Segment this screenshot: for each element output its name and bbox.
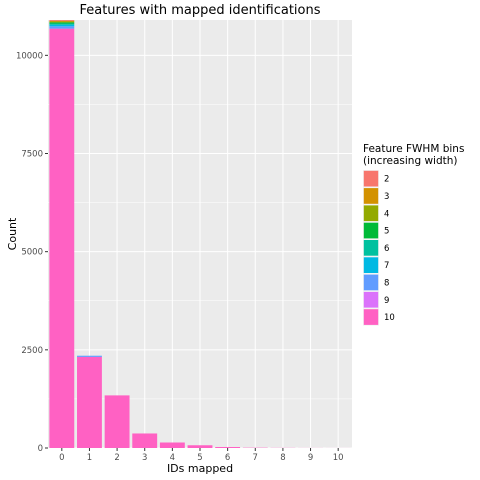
bar-0-fwhm-10 bbox=[49, 28, 75, 449]
legend-swatch-10 bbox=[363, 309, 379, 325]
legend-title: (increasing width) bbox=[363, 155, 458, 167]
x-tick-label: 6 bbox=[225, 453, 230, 463]
x-tick-label: 1 bbox=[87, 453, 92, 463]
y-tick-label: 10000 bbox=[16, 51, 43, 61]
legend: Feature FWHM bins(increasing width) 2 3 4 5 6… bbox=[363, 143, 464, 326]
bar-0-fwhm-4 bbox=[49, 21, 75, 23]
x-axis: 0 1 2 3 4 5 6 7 8 9 10 bbox=[59, 448, 344, 463]
bar-1-fwhm-8 bbox=[77, 355, 102, 357]
legend-label-8: 8 bbox=[384, 278, 389, 288]
x-tick-label: 0 bbox=[59, 453, 64, 463]
bar-0-fwhm-6 bbox=[49, 23, 75, 25]
legend-swatch-2 bbox=[363, 170, 379, 187]
legend-label-5: 5 bbox=[384, 227, 389, 237]
legend-title: Feature FWHM bins bbox=[363, 143, 464, 155]
legend-swatch-5 bbox=[363, 222, 379, 239]
legend-label-4: 4 bbox=[384, 209, 389, 219]
x-tick-label: 3 bbox=[142, 453, 147, 463]
legend-label-10: 10 bbox=[384, 313, 395, 323]
x-tick-label: 10 bbox=[333, 453, 344, 463]
legend-swatch-4 bbox=[363, 205, 379, 222]
bar-3-fwhm-10 bbox=[132, 433, 158, 448]
bar-0-fwhm-8 bbox=[49, 26, 75, 29]
legend-label-3: 3 bbox=[384, 192, 389, 202]
x-tick-label: 9 bbox=[308, 453, 313, 463]
x-tick-label: 7 bbox=[253, 453, 258, 463]
legend-swatch-6 bbox=[363, 240, 379, 256]
y-tick-label: 5000 bbox=[21, 248, 43, 258]
x-tick-label: 8 bbox=[280, 453, 285, 463]
bars-layer bbox=[49, 20, 351, 449]
bar-5-fwhm-10 bbox=[187, 445, 213, 448]
legend-swatch-8 bbox=[363, 274, 379, 291]
bar-0-fwhm-7 bbox=[49, 24, 75, 27]
y-tick-label: 2500 bbox=[21, 346, 43, 356]
legend-swatch-7 bbox=[363, 257, 379, 273]
y-tick-label: 7500 bbox=[21, 150, 43, 160]
chart-title: Features with mapped identifications bbox=[79, 3, 320, 18]
legend-swatch-3 bbox=[363, 188, 379, 204]
bar-0-fwhm-3 bbox=[49, 20, 75, 22]
bar-2-fwhm-10 bbox=[104, 395, 130, 448]
bar-4-fwhm-10 bbox=[159, 442, 185, 448]
x-tick-label: 4 bbox=[170, 453, 175, 463]
y-tick-label: 0 bbox=[38, 444, 43, 454]
y-axis-title: Count bbox=[6, 217, 19, 250]
y-axis: 0 2500 5000 7500 10000 bbox=[16, 51, 48, 454]
legend-label-6: 6 bbox=[384, 244, 389, 254]
x-tick-label: 2 bbox=[114, 453, 119, 463]
x-axis-title: IDs mapped bbox=[167, 462, 233, 475]
bar-1-fwhm-10 bbox=[77, 356, 102, 448]
bar-0-fwhm-2 bbox=[49, 20, 75, 21]
x-tick-label: 5 bbox=[197, 453, 202, 463]
bar-0-fwhm-5 bbox=[49, 22, 75, 24]
legend-label-2: 2 bbox=[384, 175, 389, 185]
legend-swatch-9 bbox=[363, 291, 379, 308]
legend-label-9: 9 bbox=[384, 296, 389, 306]
bar-6-fwhm-10 bbox=[215, 447, 241, 448]
legend-label-7: 7 bbox=[384, 261, 389, 271]
